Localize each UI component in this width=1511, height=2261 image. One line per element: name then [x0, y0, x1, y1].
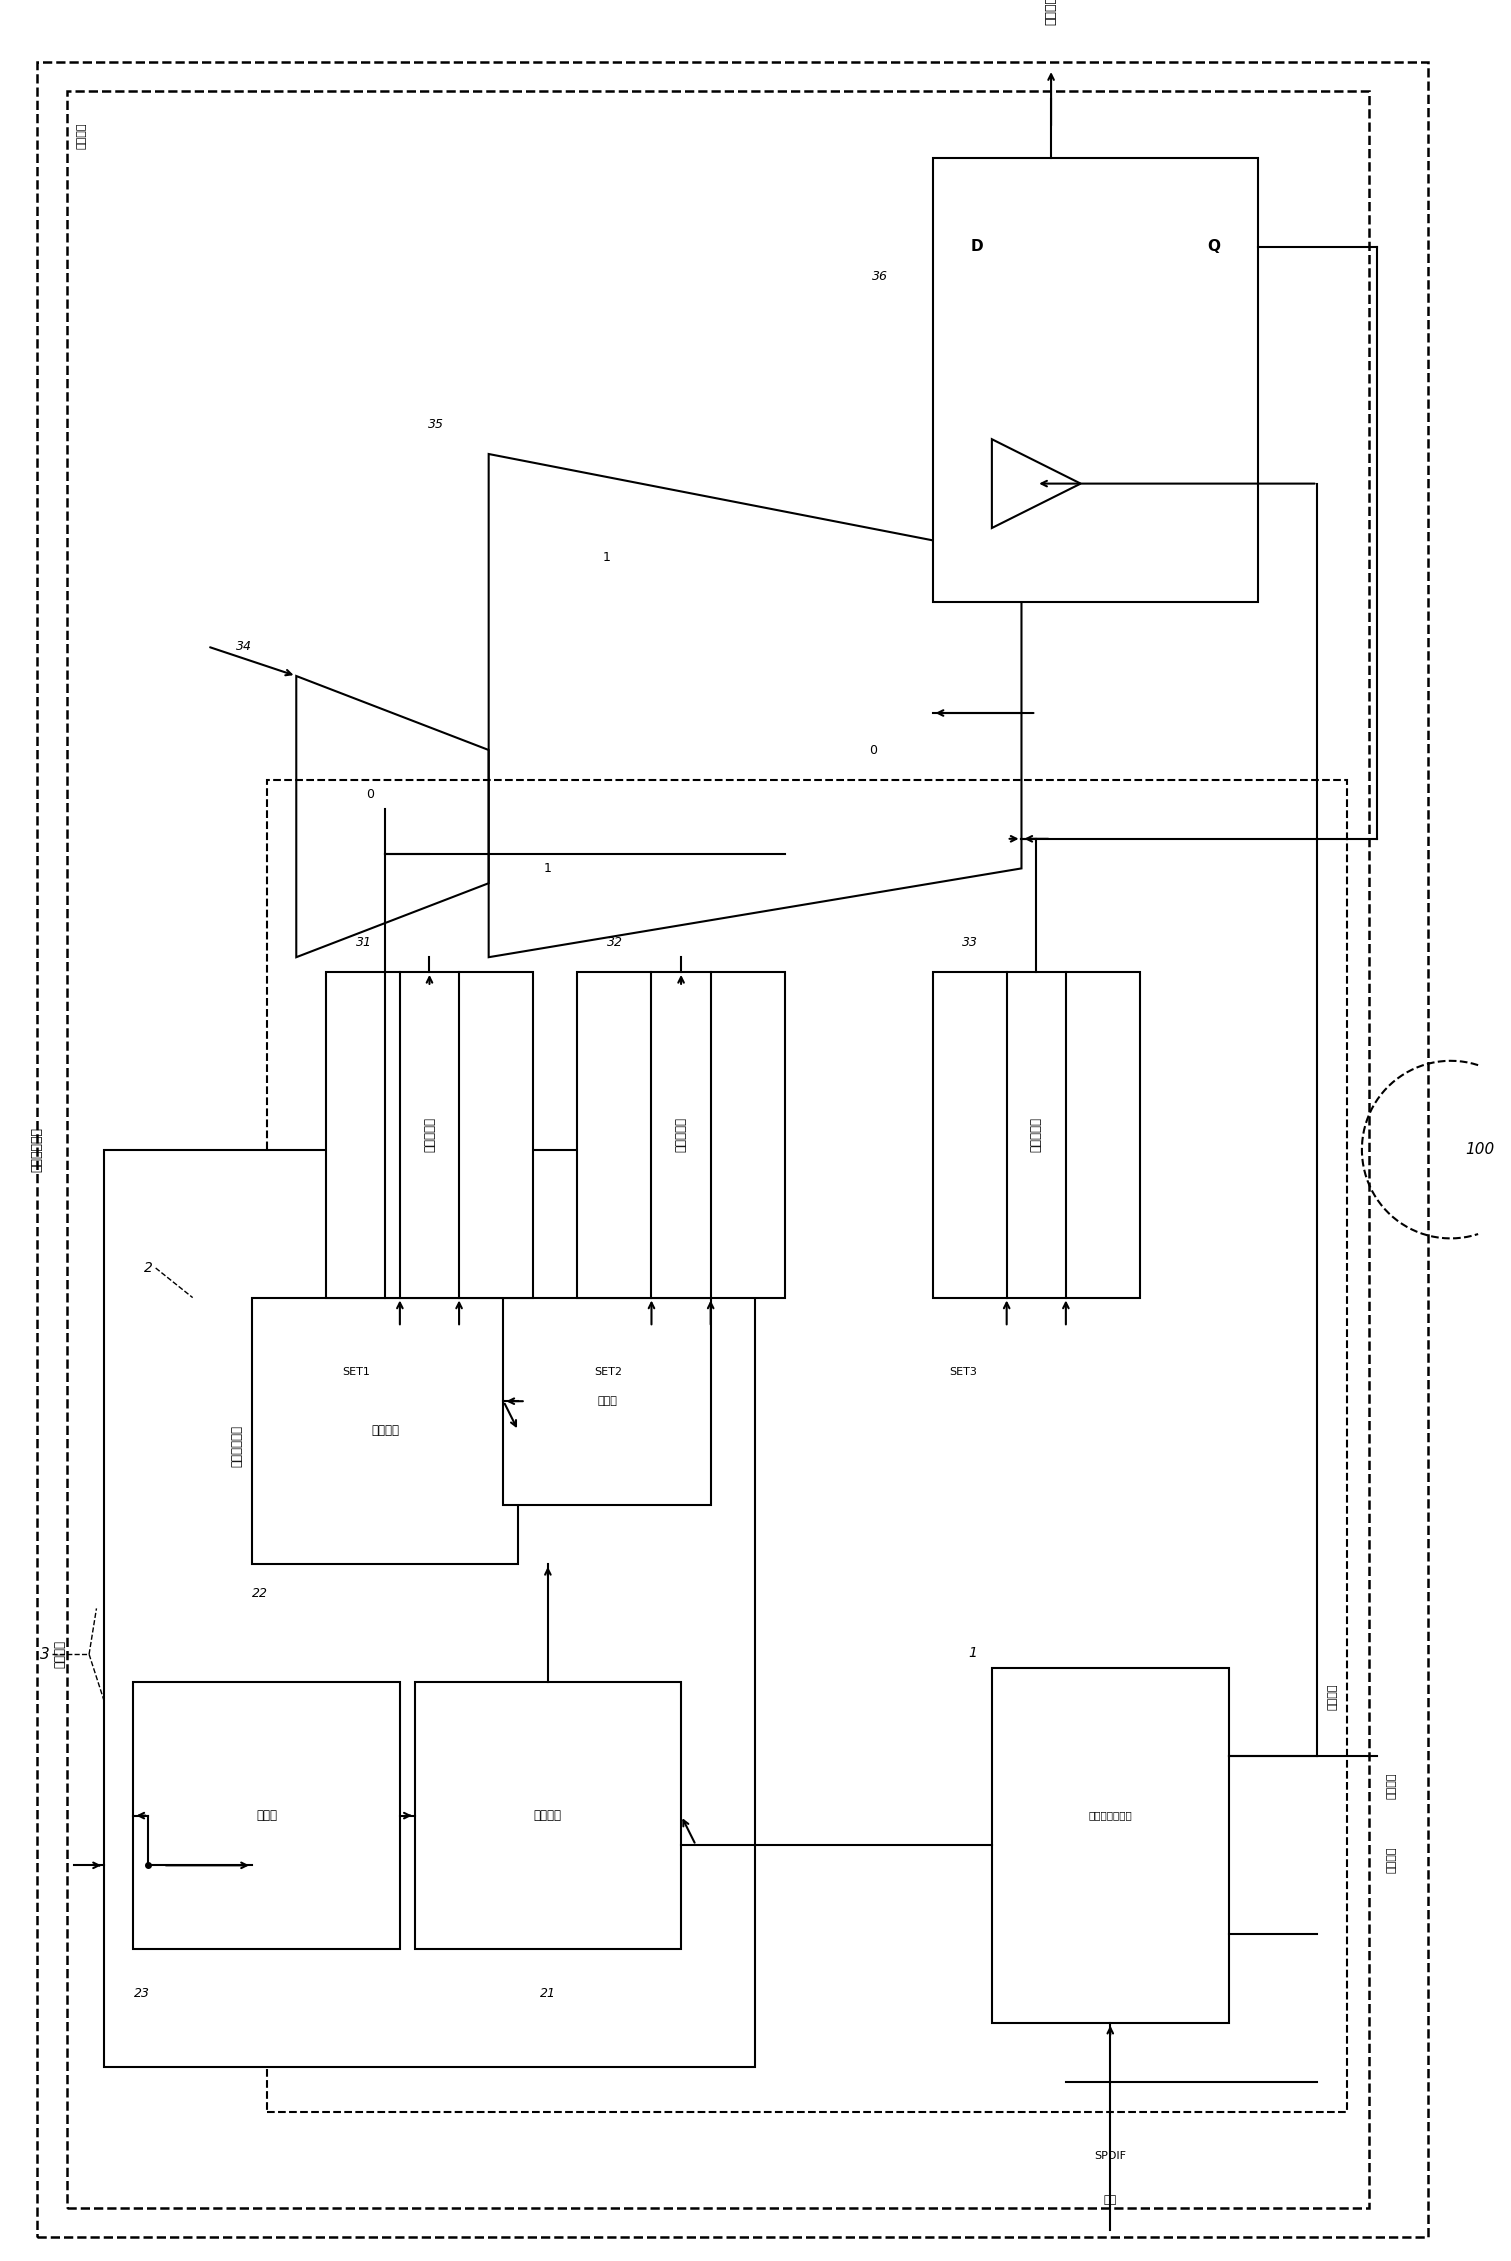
- Bar: [577, 972, 784, 1298]
- Text: 第一比较器: 第一比较器: [423, 1117, 437, 1153]
- Bar: [932, 158, 1259, 601]
- Text: 累加单元: 累加单元: [533, 1809, 562, 1822]
- Bar: [133, 1682, 400, 1949]
- Bar: [932, 972, 1139, 1298]
- Text: 1: 1: [969, 1646, 978, 1660]
- Text: 0: 0: [869, 744, 878, 757]
- Text: 比特率恢复电路: 比特率恢复电路: [1088, 1811, 1132, 1820]
- Text: 1: 1: [544, 861, 552, 875]
- Text: 第三比较器: 第三比较器: [1031, 1117, 1043, 1153]
- Bar: [503, 1298, 710, 1506]
- Text: 分频器: 分频器: [257, 1809, 277, 1822]
- Text: SET3: SET3: [949, 1366, 978, 1377]
- Bar: [66, 90, 1369, 2207]
- Text: 21: 21: [539, 1987, 556, 1999]
- Text: D: D: [970, 240, 984, 253]
- Text: 频率判定电路: 频率判定电路: [231, 1424, 243, 1467]
- Bar: [414, 1682, 681, 1949]
- Text: 33: 33: [963, 936, 978, 950]
- Text: Q: Q: [1207, 240, 1221, 253]
- Bar: [104, 1149, 756, 2067]
- Text: 100: 100: [1466, 1142, 1494, 1158]
- Text: 34: 34: [236, 640, 252, 653]
- Text: 信号: 信号: [1103, 2195, 1117, 2204]
- Bar: [991, 1669, 1228, 2024]
- Text: SPDIF: SPDIF: [1094, 2150, 1126, 2162]
- Text: 36: 36: [872, 269, 888, 283]
- Text: 暂存单元: 暂存单元: [372, 1424, 399, 1438]
- Text: 32: 32: [607, 936, 623, 950]
- Text: 0: 0: [366, 787, 375, 800]
- Text: SET2: SET2: [594, 1366, 623, 1377]
- Text: 计数器: 计数器: [597, 1397, 616, 1406]
- Bar: [326, 972, 533, 1298]
- Text: 1: 1: [603, 552, 610, 563]
- Text: 22: 22: [252, 1587, 267, 1601]
- Text: 2: 2: [144, 1262, 153, 1275]
- Bar: [266, 780, 1348, 2112]
- Text: 23: 23: [133, 1987, 150, 1999]
- Text: 锁定信号: 锁定信号: [1387, 1847, 1396, 1874]
- Bar: [252, 1298, 518, 1565]
- Text: 第二比较器: 第二比较器: [674, 1117, 688, 1153]
- Text: 35: 35: [428, 418, 444, 432]
- Text: 参考时钟: 参考时钟: [77, 122, 86, 149]
- Text: 参考时钟: 参考时钟: [53, 1639, 66, 1669]
- Text: SET1: SET1: [343, 1366, 370, 1377]
- Text: 3: 3: [39, 1646, 50, 1662]
- Text: 31: 31: [355, 936, 372, 950]
- Text: 类别指示: 类别指示: [1044, 0, 1058, 25]
- Text: 操作时钟: 操作时钟: [1387, 1773, 1396, 1800]
- Text: 操作时钟: 操作时钟: [1327, 1684, 1337, 1712]
- Text: 信号接收装置: 信号接收装置: [30, 1126, 44, 1171]
